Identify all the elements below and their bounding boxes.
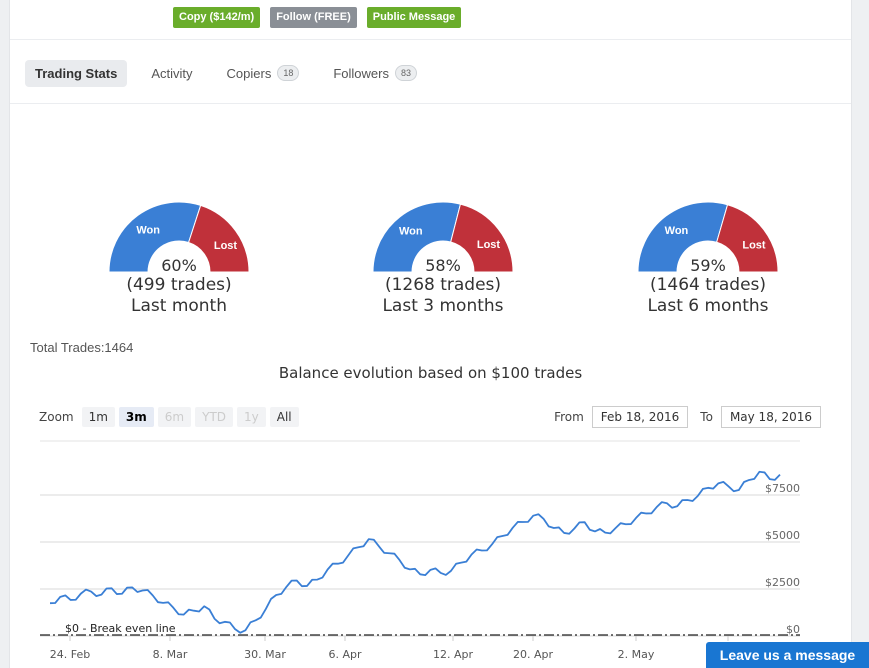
from-label: From xyxy=(554,410,584,424)
date-range: From Feb 18, 2016 To May 18, 2016 xyxy=(554,406,821,428)
period-label: Last 3 months xyxy=(382,296,504,316)
y-tick-label: $5000 xyxy=(765,529,800,542)
zoom-1m-button[interactable]: 1m xyxy=(81,407,115,427)
lost-label: Lost xyxy=(214,240,238,252)
y-tick-label: $2500 xyxy=(765,576,800,589)
x-tick-label: 2. May xyxy=(618,648,655,661)
win-percent: 58% xyxy=(425,256,461,275)
chart-title: Balance evolution based on $100 trades xyxy=(278,364,583,382)
period-label: Last month xyxy=(131,296,227,316)
won-slice xyxy=(108,201,202,273)
profile-panel: Copy ($142/m) Follow (FREE) Public Messa… xyxy=(9,0,852,668)
balance-series-line xyxy=(49,470,781,634)
tab-copiers[interactable]: Copiers 18 xyxy=(217,59,310,87)
copy-button[interactable]: Copy ($142/m) xyxy=(173,7,261,28)
period-label: Last 6 months xyxy=(647,296,769,316)
win-percent: 59% xyxy=(690,256,726,275)
followers-count-badge: 83 xyxy=(394,65,417,81)
zoom-3m-button[interactable]: 3m xyxy=(118,407,154,427)
balance-chart: $7500 $5000 $2500 $0 $0 - Break even line 24.… xyxy=(40,440,800,661)
break-even-label: $0 - Break even line xyxy=(65,622,176,635)
tab-label: Copiers xyxy=(226,65,272,81)
tab-activity[interactable]: Activity xyxy=(141,60,202,87)
gauge-last-month: Won Lost 60% (499 trades) Last month xyxy=(79,200,279,317)
tab-trading-stats[interactable]: Trading Stats xyxy=(25,59,128,87)
zoom-ytd-button[interactable]: YTD xyxy=(195,407,234,427)
zoom-1y-button[interactable]: 1y xyxy=(237,407,266,427)
leave-message-button[interactable]: Leave us a message xyxy=(706,642,869,668)
won-label: Won xyxy=(665,225,689,237)
to-date-input[interactable]: May 18, 2016 xyxy=(720,406,821,428)
tab-label: Followers xyxy=(333,65,389,81)
trade-count: (1464 trades) xyxy=(649,275,767,295)
gauge-last-6-months: Won Lost 59% (1464 trades) Last 6 months xyxy=(608,200,808,317)
tab-bar: Trading Stats Activity Copiers 18 Followe… xyxy=(25,59,441,87)
x-tick-label: 24. Feb xyxy=(50,648,90,661)
x-tick-label: 6. Apr xyxy=(328,648,361,661)
tab-label: Activity xyxy=(151,65,193,81)
win-percent: 60% xyxy=(161,256,197,275)
x-tick-label: 20. Apr xyxy=(513,648,553,661)
trade-count: (1268 trades) xyxy=(384,275,502,295)
x-tick-label: 8. Mar xyxy=(153,648,188,661)
x-tick-label: 30. Mar xyxy=(244,648,286,661)
won-slice xyxy=(637,201,729,273)
won-lost-gauge: Won Lost xyxy=(108,201,250,273)
zoom-label: Zoom xyxy=(39,410,74,424)
won-label: Won xyxy=(136,225,160,237)
total-trades: Total Trades:1464 xyxy=(30,340,134,355)
zoom-all-button[interactable]: All xyxy=(269,407,299,427)
tab-followers[interactable]: Followers 83 xyxy=(323,59,427,87)
follow-button[interactable]: Follow (FREE) xyxy=(270,7,357,28)
lost-label: Lost xyxy=(742,239,766,251)
won-slice xyxy=(372,201,462,273)
x-tick-label: 12. Apr xyxy=(433,648,473,661)
lost-slice xyxy=(450,203,514,273)
gauge-last-3-months: Won Lost 58% (1268 trades) Last 3 months xyxy=(343,200,543,317)
y-tick-label: $7500 xyxy=(765,482,800,495)
tab-label: Trading Stats xyxy=(35,65,118,81)
public-message-button[interactable]: Public Message xyxy=(366,7,462,28)
lost-label: Lost xyxy=(477,239,501,251)
won-lost-gauge: Won Lost xyxy=(637,201,779,273)
copiers-count-badge: 18 xyxy=(277,65,300,81)
y-tick-label: $0 xyxy=(786,623,800,636)
divider xyxy=(10,103,851,104)
lost-slice xyxy=(187,204,250,273)
from-date-input[interactable]: Feb 18, 2016 xyxy=(591,406,689,428)
won-lost-gauge: Won Lost xyxy=(372,201,514,273)
won-label: Won xyxy=(399,226,423,238)
action-buttons: Copy ($142/m) Follow (FREE) Public Messa… xyxy=(173,7,462,28)
lost-slice xyxy=(716,204,779,273)
trade-count: (499 trades) xyxy=(126,275,232,295)
zoom-6m-button[interactable]: 6m xyxy=(157,407,192,427)
divider xyxy=(10,39,851,40)
zoom-controls: Zoom 1m 3m 6m YTD 1y All xyxy=(39,407,303,427)
to-label: To xyxy=(700,410,713,424)
